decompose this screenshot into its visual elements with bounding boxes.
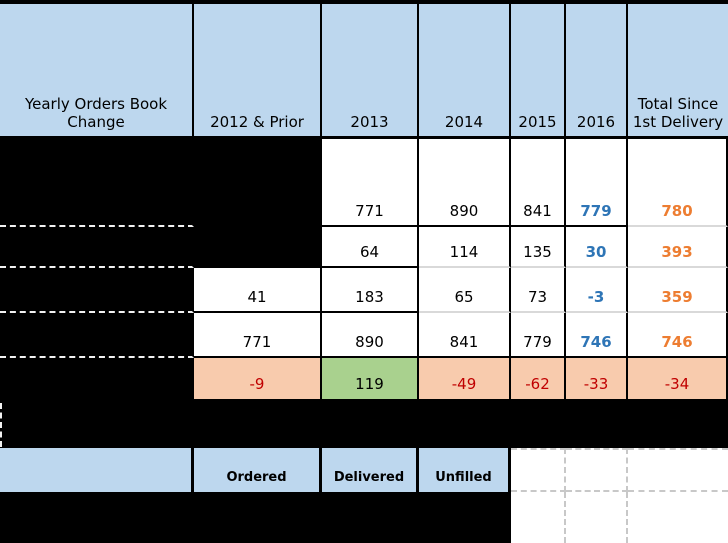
redacted-band — [0, 492, 511, 543]
empty-grid-cell — [628, 448, 728, 492]
redacted-row-label — [0, 358, 194, 402]
footer-label-ordered: Ordered — [194, 448, 322, 492]
cell-change-2014: -49 — [419, 358, 511, 402]
cell-r2-2014: 114 — [419, 227, 511, 268]
cell-r1-2016: 779 — [566, 139, 628, 227]
redacted-row-label — [0, 313, 194, 358]
col-header-2015: 2015 — [511, 4, 566, 139]
cell-r4-2013: 890 — [322, 313, 419, 358]
cell-r3-2016: -3 — [566, 268, 628, 313]
cell-r3-2014: 65 — [419, 268, 511, 313]
cell-r2-2015: 135 — [511, 227, 566, 268]
cell-r3-2012prior: 41 — [194, 268, 322, 313]
col-header-2012-prior: 2012 & Prior — [194, 4, 322, 139]
empty-grid-cell — [511, 448, 566, 492]
cell-r1-total: 780 — [628, 139, 728, 227]
cell-r4-2016: 746 — [566, 313, 628, 358]
redacted-row-label — [0, 227, 194, 268]
empty-grid-cell — [566, 448, 628, 492]
cell-r3-2015: 73 — [511, 268, 566, 313]
col-header-2014: 2014 — [419, 4, 511, 139]
empty-grid-cell — [511, 492, 566, 543]
cell-change-2015: -62 — [511, 358, 566, 402]
empty-grid-cell — [566, 492, 628, 543]
cell-r4-2012prior: 771 — [194, 313, 322, 358]
empty-grid-cell — [628, 492, 728, 543]
redacted-row-label — [0, 268, 194, 313]
cell-r4-total: 746 — [628, 313, 728, 358]
cell-change-2012prior: -9 — [194, 358, 322, 402]
cell-change-2016: -33 — [566, 358, 628, 402]
cell-r4-2015: 779 — [511, 313, 566, 358]
footer-label-delivered: Delivered — [322, 448, 419, 492]
redacted-cell — [194, 139, 322, 268]
footer-empty-cell — [0, 448, 194, 492]
cell-r3-total: 359 — [628, 268, 728, 313]
cell-change-2013: 119 — [322, 358, 419, 402]
col-header-total: Total Since 1st Delivery — [628, 4, 728, 139]
redacted-row-label — [0, 139, 194, 227]
cell-r2-2016: 30 — [566, 227, 628, 268]
dashed-edge-fragment — [0, 403, 2, 447]
cell-r2-total: 393 — [628, 227, 728, 268]
table-title-header: Yearly Orders Book Change — [0, 4, 194, 139]
cell-r2-2013: 64 — [322, 227, 419, 268]
cell-change-total: -34 — [628, 358, 728, 402]
col-header-2016: 2016 — [566, 4, 628, 139]
cell-r1-2013: 771 — [322, 139, 419, 227]
cell-r1-2014: 890 — [419, 139, 511, 227]
footer-label-unfilled: Unfilled — [419, 448, 511, 492]
cell-r4-2014: 841 — [419, 313, 511, 358]
redacted-band — [0, 402, 728, 448]
cell-r1-2015: 841 — [511, 139, 566, 227]
col-header-2013: 2013 — [322, 4, 419, 139]
cell-r3-2013: 183 — [322, 268, 419, 313]
